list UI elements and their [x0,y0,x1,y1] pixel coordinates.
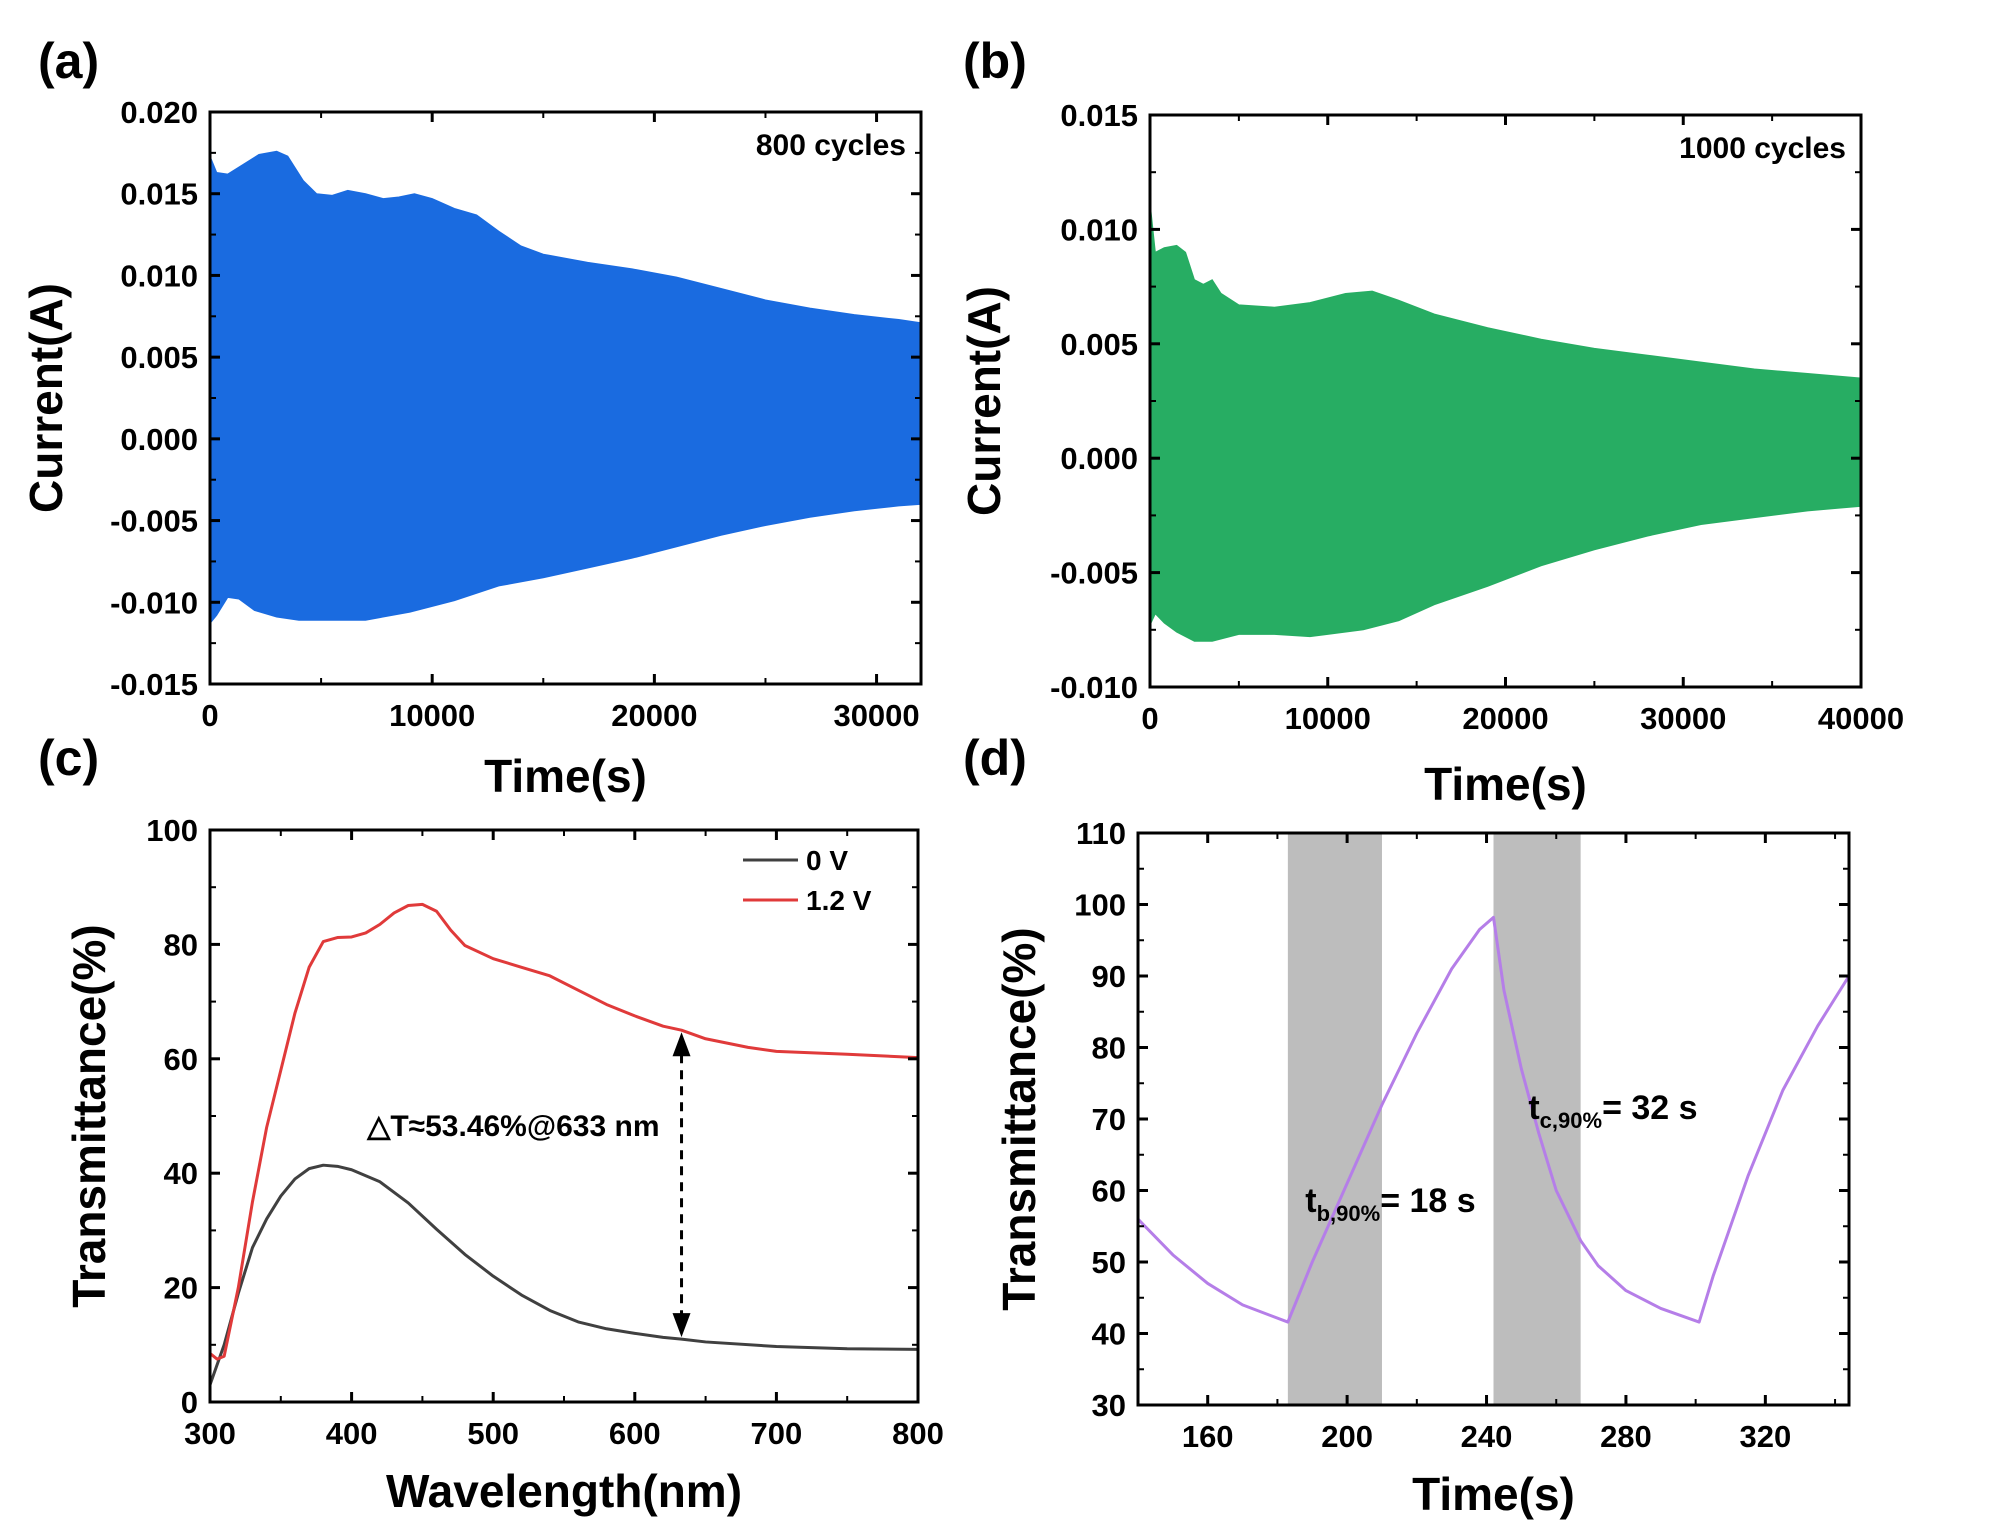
current-envelope-area [1149,201,1862,642]
y-tick-label: 0.010 [120,258,198,293]
cycles-annotation: 800 cycles [756,129,906,162]
y-axis-label: Current(A) [958,286,1010,516]
x-tick-label: 600 [609,1416,661,1451]
x-tick-label: 320 [1739,1419,1791,1454]
response-time-annotation: tb,90%= 18 s [1305,1182,1475,1226]
x-axis-label: Time(s) [484,750,647,802]
x-tick-label: 700 [751,1416,803,1451]
current-envelope-area [209,150,922,625]
annotation-subscript: b,90% [1317,1201,1381,1226]
annotation-value: = 18 s [1380,1182,1475,1220]
y-tick-label: 20 [164,1271,198,1306]
y-tick-label: 70 [1092,1102,1126,1137]
legend-label: 0 V [806,845,848,876]
y-tick-label: 40 [164,1156,198,1191]
y-tick-label: 90 [1092,959,1126,994]
y-tick-label: -0.015 [110,667,198,702]
x-tick-label: 240 [1461,1419,1513,1454]
y-tick-label: 40 [1092,1317,1126,1352]
x-tick-label: 20000 [1462,701,1548,736]
y-tick-label: 100 [146,813,198,848]
x-axis-label: Time(s) [1424,758,1587,810]
shaded-region-0 [1287,833,1382,1405]
panel-label: (c) [38,730,99,786]
y-tick-label: 0.015 [120,177,198,212]
x-tick-label: 200 [1321,1419,1373,1454]
chart-panel-d: 160 200 240 280 320 30 40 50 60 70 80 90 100 110 Time(… [963,730,1851,1520]
y-tick-label: 0.005 [1060,327,1138,362]
delta-t-annotation: △T≈53.46%@633 nm [366,1110,659,1143]
y-tick-label: -0.005 [1050,556,1138,591]
chart-panel-c: 300 400 500 600 700 800 0 20 40 60 80 100 Wavelength… [38,730,944,1517]
panel-label: (d) [963,730,1027,786]
x-tick-label: 280 [1600,1419,1652,1454]
x-axis-label: Time(s) [1412,1468,1575,1520]
cycles-annotation: 1000 cycles [1679,132,1846,165]
y-tick-label: 100 [1074,888,1126,923]
x-tick-label: 400 [326,1416,378,1451]
y-tick-label: 0.000 [1060,441,1138,476]
x-tick-label: 300 [184,1416,236,1451]
x-tick-label: 10000 [389,698,475,733]
series-line-1 [209,902,919,1361]
y-tick-label: 0.000 [120,422,198,457]
shaded-region-1 [1493,833,1581,1405]
series-line-0 [208,1163,919,1386]
x-tick-label: 0 [1141,701,1158,736]
y-axis-label: Transmittance(%) [993,927,1045,1310]
x-tick-label: 500 [467,1416,519,1451]
chart-panel-a: 0 10000 20000 30000 -0.015 -0.010 -0.005 0.000 0… [20,33,923,802]
x-tick-label: 0 [201,698,218,733]
y-tick-label: 60 [1092,1174,1126,1209]
panel-label: (b) [963,33,1027,89]
x-tick-label: 40000 [1818,701,1904,736]
y-tick-label: -0.010 [1050,670,1138,705]
x-tick-label: 30000 [833,698,919,733]
y-tick-label: -0.010 [110,585,198,620]
annotation-main: t [1305,1182,1316,1220]
chart-panel-b: 0 10000 20000 30000 40000 -0.010 -0.005 0.000 0.… [958,33,1904,810]
x-axis-label: Wavelength(nm) [386,1465,742,1517]
delta-arrowhead-up [672,1032,691,1057]
legend-label: 1.2 V [806,885,872,916]
x-tick-label: 160 [1182,1419,1234,1454]
y-tick-label: 50 [1092,1245,1126,1280]
y-tick-label: 0 [181,1385,198,1420]
annotation-subscript: c,90% [1540,1108,1602,1133]
x-tick-label: 30000 [1640,701,1726,736]
annotation-value: = 32 s [1602,1089,1697,1127]
y-tick-label: 30 [1092,1388,1126,1423]
panel-label: (a) [38,33,99,89]
y-tick-label: 0.010 [1060,212,1138,247]
y-tick-label: 0.005 [120,340,198,375]
response-time-annotation: tc,90%= 32 s [1528,1089,1697,1133]
series-line-0 [1136,915,1851,1324]
x-tick-label: 10000 [1285,701,1371,736]
y-tick-label: 110 [1076,816,1126,851]
y-tick-label: -0.005 [110,504,198,539]
y-tick-label: 80 [164,927,198,962]
delta-arrowhead-down [672,1313,691,1338]
y-tick-label: 0.020 [120,95,198,130]
y-axis-label: Current(A) [20,283,72,513]
x-tick-label: 800 [892,1416,944,1451]
y-tick-label: 0.015 [1060,98,1138,133]
y-tick-label: 60 [164,1042,198,1077]
y-axis-label: Transmittance(%) [63,924,115,1307]
x-tick-label: 20000 [611,698,697,733]
annotation-main: t [1528,1089,1539,1127]
y-tick-label: 80 [1092,1031,1126,1066]
